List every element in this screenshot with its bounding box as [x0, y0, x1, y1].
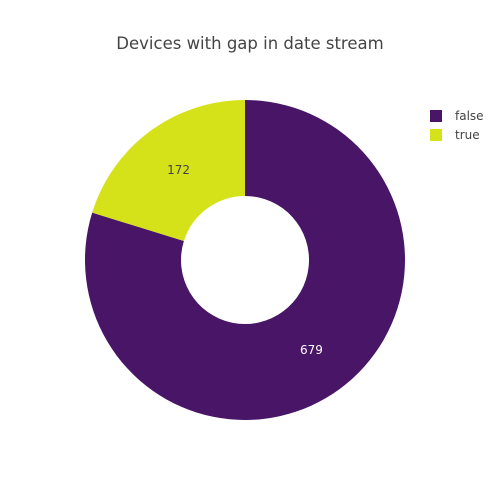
legend-label-false: false — [455, 108, 484, 123]
legend-item-false[interactable]: false — [430, 106, 484, 125]
slice-value-label-false: 679 — [300, 343, 323, 357]
pie-slice-true[interactable] — [92, 100, 246, 242]
legend: false true — [430, 106, 484, 144]
slice-value-label-true: 172 — [167, 163, 190, 177]
legend-swatch-true — [430, 128, 442, 141]
chart-title: Devices with gap in date stream — [116, 34, 384, 53]
legend-item-true[interactable]: true — [430, 125, 484, 144]
pie-slice-false[interactable] — [85, 100, 406, 421]
legend-swatch-false — [430, 109, 442, 122]
legend-label-true: true — [455, 127, 480, 142]
